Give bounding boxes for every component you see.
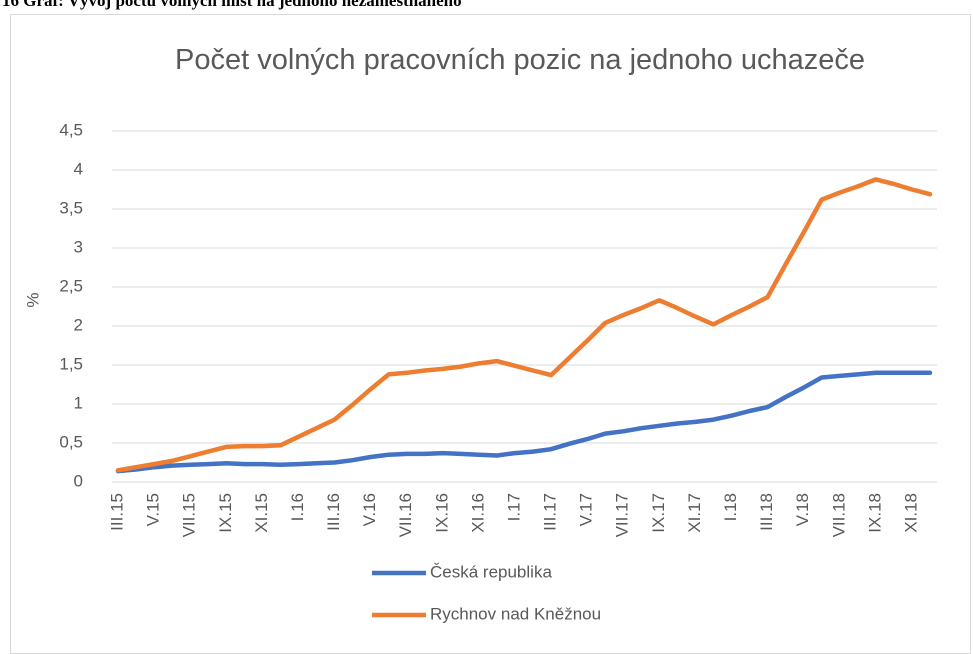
x-tick-label: V.15 [144,493,163,526]
legend-label: Česká republika [430,562,552,581]
y-tick-label: 2 [74,315,83,334]
x-tick-label: IX.17 [649,493,668,533]
y-tick-label: 0,5 [59,432,83,451]
x-tick-label: XI.17 [685,493,704,533]
x-tick-label: V.16 [360,493,379,526]
x-tick-label: VII.16 [396,493,415,537]
data-line [115,370,933,474]
x-tick-label: IX.15 [216,493,235,533]
x-tick-label: IX.18 [865,493,884,533]
y-tick-label: 4,5 [59,120,83,139]
legend-label: Rychnov nad Kněžnou [430,604,601,623]
y-tick-label: 3 [74,237,83,256]
x-tick-label: I.18 [721,493,740,521]
y-tick-label: 0 [74,471,83,490]
y-tick-label: 1,5 [59,354,83,373]
y-tick-label: 3,5 [59,198,83,217]
x-tick-label: I.17 [504,493,523,521]
x-tick-label: III.15 [107,493,126,531]
x-tick-label: V.18 [793,493,812,526]
y-tick-label: 1 [74,393,83,412]
data-line [115,177,933,473]
x-tick-label: XI.16 [468,493,487,533]
chart-title: Počet volných pracovních pozic na jednoh… [175,44,865,76]
x-tick-label: XI.18 [901,493,920,533]
x-tick-label: III.18 [757,493,776,531]
x-tick-label: III.16 [324,493,343,531]
x-tick-label: V.17 [577,493,596,526]
x-tick-label: XI.15 [252,493,271,533]
x-tick-label: III.17 [541,493,560,531]
x-tick-label: VII.18 [829,493,848,537]
x-tick-label: IX.16 [432,493,451,533]
caption: 16 Graf: Vývoj počtu volných míst na jed… [2,0,462,10]
y-tick-label: 4 [74,159,83,178]
x-tick-label: I.16 [288,493,307,521]
y-tick-label: 2,5 [59,276,83,295]
x-tick-label: VII.15 [180,493,199,537]
x-tick-label: VII.17 [613,493,632,537]
y-axis-label: % [23,292,42,307]
